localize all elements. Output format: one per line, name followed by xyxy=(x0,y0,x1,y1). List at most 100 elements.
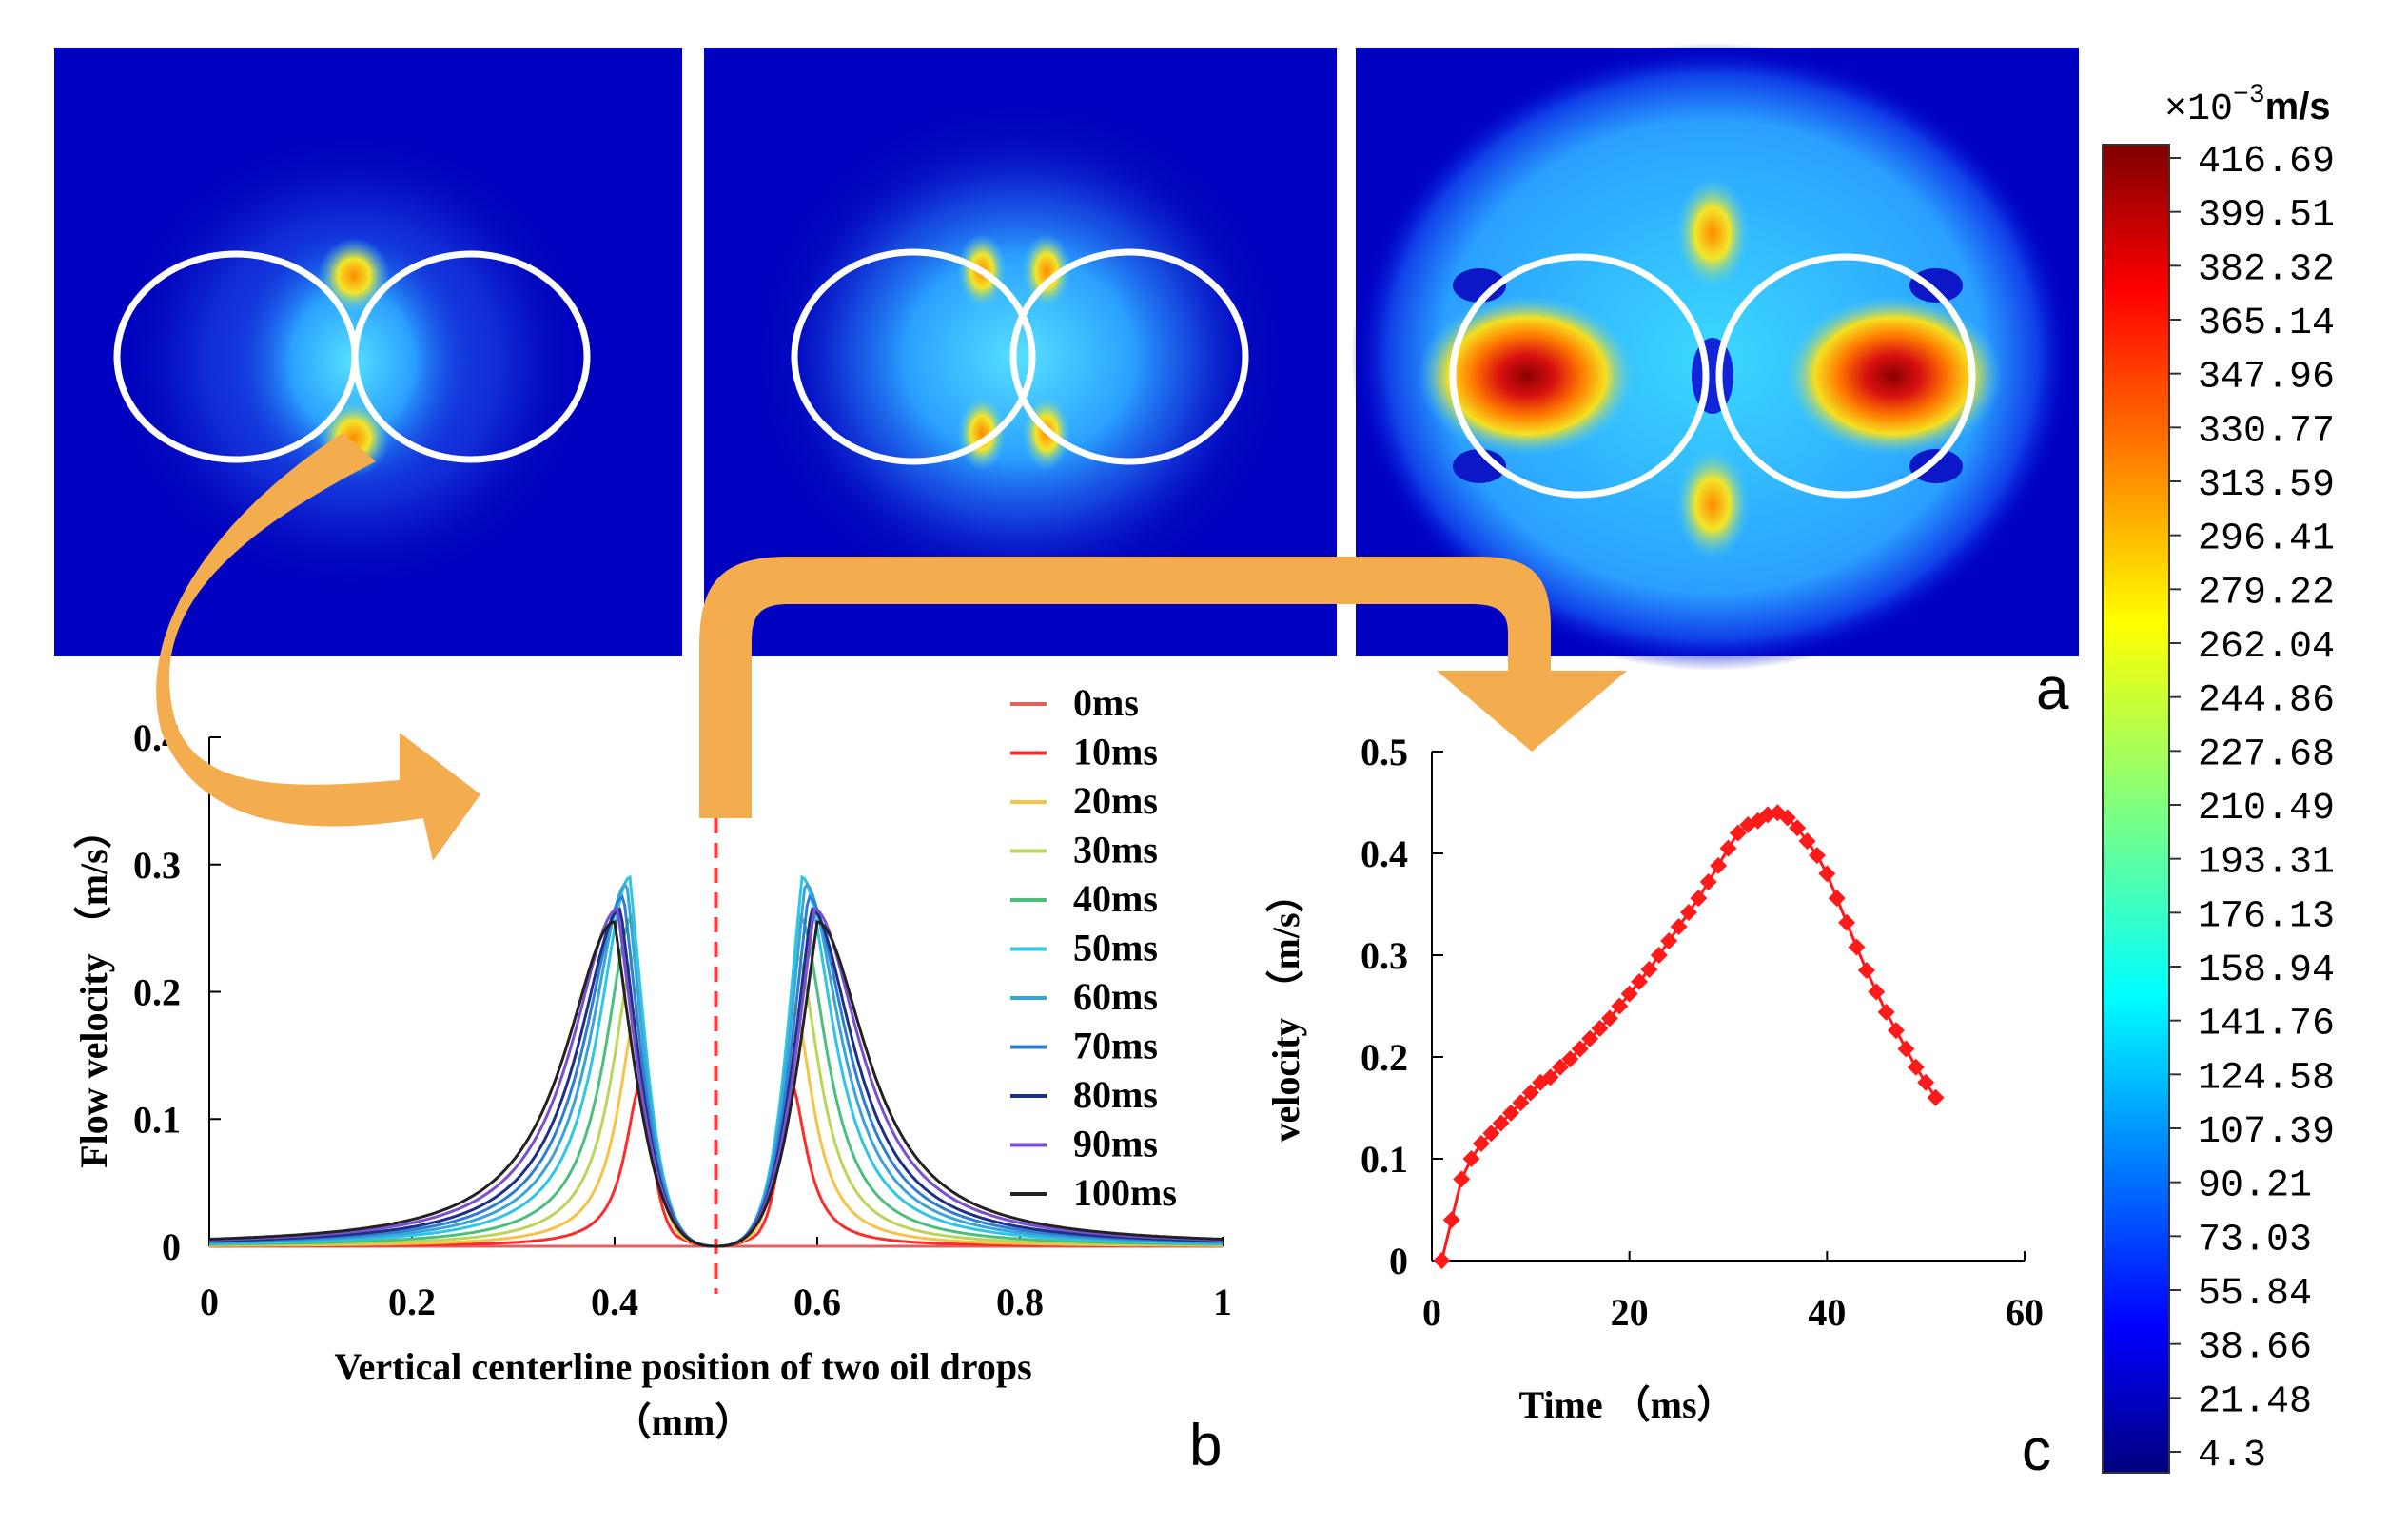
chart-c-point xyxy=(1600,1009,1618,1027)
chart-c: 0 20 40 60 0 0.1 0.2 0.3 0.4 0.5 Time （ms） veloci… xyxy=(1264,731,2044,1426)
colorbar-unit: ×10−3m/s xyxy=(2164,81,2331,131)
chart-b-ytick-label: 0.2 xyxy=(133,971,181,1014)
chart-c-xlabel: Time （ms） xyxy=(1518,1383,1734,1426)
chart-c-xtick-label: 40 xyxy=(1808,1291,1846,1334)
colorbar-tick-label: 365.14 xyxy=(2198,303,2335,345)
chart-b-legend-label: 10ms xyxy=(1073,731,1158,773)
chart-c-point xyxy=(1482,1125,1500,1143)
chart-c-point xyxy=(1442,1211,1460,1229)
colorbar-tick-label: 55.84 xyxy=(2198,1273,2312,1316)
chart-b-series-line xyxy=(208,920,1224,1248)
chart-c-point xyxy=(1848,938,1866,956)
chart-b-legend-label: 30ms xyxy=(1073,829,1158,871)
chart-c-series xyxy=(1433,804,1945,1269)
chart-c-point xyxy=(1798,832,1816,851)
chart-c-xtick-label: 0 xyxy=(1422,1291,1441,1334)
chart-c-point xyxy=(1907,1058,1925,1076)
chart-c-point xyxy=(1670,918,1688,936)
panel-label-b: b xyxy=(1189,1413,1222,1478)
chart-c-point xyxy=(1512,1094,1530,1112)
chart-c-xtick-label: 60 xyxy=(2006,1291,2044,1334)
chart-c-point xyxy=(1897,1040,1915,1058)
chart-c-point xyxy=(1818,865,1836,883)
chart-c-point xyxy=(1521,1084,1539,1102)
chart-c-point xyxy=(1719,839,1737,857)
chart-c-point xyxy=(1502,1104,1520,1122)
chart-b-legend-label: 90ms xyxy=(1073,1123,1158,1165)
chart-c-ytick-label: 0 xyxy=(1389,1240,1408,1282)
colorbar-tick-label: 416.69 xyxy=(2198,141,2335,184)
chart-b-legend-label: 20ms xyxy=(1073,779,1158,822)
chart-c-axes: 0 20 40 60 0 0.1 0.2 0.3 0.4 0.5 xyxy=(1361,731,2044,1334)
colorbar-tick-label: 210.49 xyxy=(2198,788,2335,831)
chart-c-point xyxy=(1492,1114,1510,1132)
chart-b-ytick-label: 0.3 xyxy=(133,844,181,887)
colorbar-tick-label: 158.94 xyxy=(2198,949,2335,992)
chart-c-point xyxy=(1927,1088,1945,1106)
chart-b-xtick-label: 0 xyxy=(200,1281,219,1323)
chart-c-point xyxy=(1611,997,1629,1015)
chart-c-point xyxy=(1433,1252,1451,1269)
colorbar-tick-label: 21.48 xyxy=(2198,1380,2312,1423)
chart-b-legend-label: 60ms xyxy=(1073,975,1158,1018)
chart-b-xtick-label: 1 xyxy=(1213,1281,1232,1323)
chart-b-legend-label: 80ms xyxy=(1073,1073,1158,1116)
chart-b-xtick-label: 0.2 xyxy=(388,1281,436,1323)
field-image-1 xyxy=(54,48,682,656)
field-image-3 xyxy=(1351,43,2079,671)
colorbar-tick-label: 107.39 xyxy=(2198,1111,2335,1154)
droplet-right xyxy=(1715,253,1976,499)
colorbar-tick-label: 313.59 xyxy=(2198,464,2335,507)
chart-c-point xyxy=(1789,819,1807,837)
colorbar-tick-label: 73.03 xyxy=(2198,1219,2312,1262)
chart-b-legend-label: 70ms xyxy=(1073,1025,1158,1067)
chart-b: 0 0.2 0.4 0.6 0.8 100.10.20.30.4 0ms10ms20ms3… xyxy=(72,681,1232,1443)
chart-c-point xyxy=(1877,1003,1895,1021)
chart-b-xtick-label: 0.4 xyxy=(591,1281,638,1323)
droplet-left xyxy=(1449,253,1710,499)
chart-b-xlabel-unit: （mm） xyxy=(614,1400,754,1443)
chart-c-point xyxy=(1640,960,1658,978)
chart-c-point xyxy=(1690,890,1708,908)
chart-c-point xyxy=(1838,913,1856,931)
chart-c-point xyxy=(1729,824,1747,842)
chart-c-point xyxy=(1857,962,1875,980)
chart-c-point xyxy=(1561,1050,1579,1068)
chart-b-legend-label: 50ms xyxy=(1073,927,1158,969)
chart-b-series xyxy=(208,874,1224,1248)
colorbar-tick-label: 262.04 xyxy=(2198,626,2335,669)
chart-c-xtick-label: 20 xyxy=(1611,1291,1649,1334)
field-image-2 xyxy=(704,48,1337,656)
colorbar-tick-label: 244.86 xyxy=(2198,680,2335,723)
chart-c-point xyxy=(1462,1150,1480,1167)
chart-b-ytick-label: 0.1 xyxy=(133,1098,181,1141)
chart-c-point xyxy=(1808,847,1826,865)
chart-b-legend: 0ms 10ms 20ms 30ms 40ms 50ms 60ms 70ms 80ms 90ms 1… xyxy=(1010,681,1177,1214)
colorbar-tick-label: 124.58 xyxy=(2198,1057,2335,1100)
chart-c-point xyxy=(1699,872,1717,890)
chart-b-xtick-label: 0.6 xyxy=(793,1281,841,1323)
chart-c-point xyxy=(1679,904,1697,922)
chart-c-point xyxy=(1660,932,1678,950)
chart-c-ytick-label: 0.2 xyxy=(1361,1036,1408,1079)
droplet-left xyxy=(791,248,1036,465)
chart-c-point xyxy=(1453,1170,1471,1188)
chart-c-ytick-label: 0.1 xyxy=(1361,1138,1408,1181)
arrow-to-chart-c xyxy=(699,557,1627,818)
chart-c-point xyxy=(1620,985,1638,1003)
droplet-right xyxy=(1009,248,1249,465)
colorbar-tick-label: 330.77 xyxy=(2198,410,2335,453)
chart-c-point xyxy=(1631,972,1649,990)
chart-b-legend-label: 0ms xyxy=(1073,681,1139,724)
colorbar-tick-label: 38.66 xyxy=(2198,1327,2312,1370)
panel-label-c: c xyxy=(2022,1418,2051,1483)
colorbar-ticks: 416.69 399.51 382.32 365.14 347.96 330.77 313.… xyxy=(2169,141,2335,1477)
chart-c-point xyxy=(1472,1134,1490,1152)
chart-b-legend-label: 40ms xyxy=(1073,877,1158,920)
chart-c-point xyxy=(1888,1022,1906,1040)
chart-c-point xyxy=(1591,1020,1609,1038)
chart-c-point xyxy=(1828,890,1846,908)
chart-b-legend-label: 100ms xyxy=(1073,1171,1177,1214)
chart-c-ytick-label: 0.5 xyxy=(1361,731,1408,773)
